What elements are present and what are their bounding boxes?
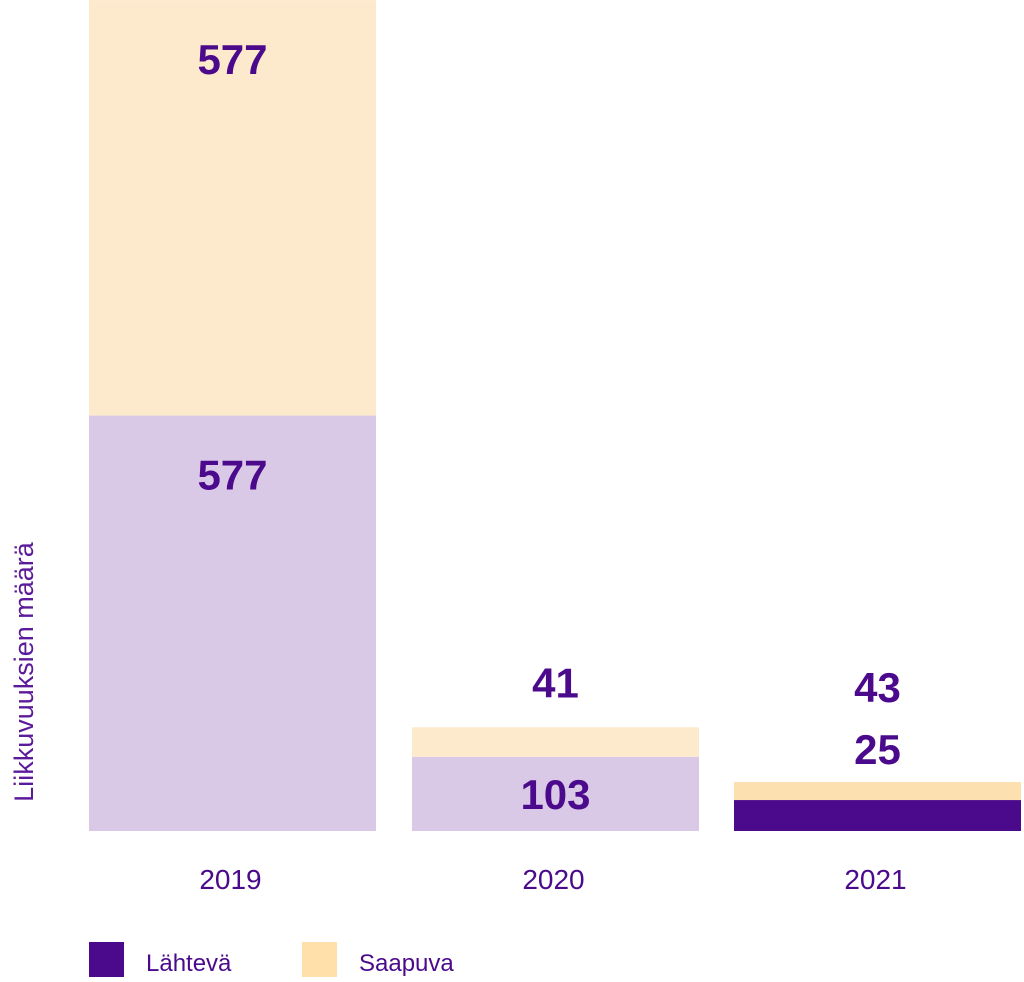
value-label-2019-lahteva: 577	[197, 452, 267, 499]
bar-2021-saapuva	[734, 782, 1021, 801]
bars-layer	[89, 0, 1021, 831]
bar-2020-saapuva	[412, 727, 699, 757]
x-tick-2019: 2019	[199, 864, 261, 895]
legend: Lähtevä Saapuva	[89, 942, 454, 977]
x-tick-2021: 2021	[844, 864, 906, 895]
legend-label-lahteva: Lähtevä	[146, 950, 232, 977]
value-label-2020-lahteva: 103	[520, 771, 590, 818]
bar-2020-lahteva	[412, 756, 699, 831]
legend-swatch-saapuva	[302, 942, 337, 977]
value-label-2021-saapuva: 25	[854, 726, 901, 773]
value-label-2021-lahteva: 43	[854, 664, 901, 711]
x-tick-2020: 2020	[522, 864, 584, 895]
bar-2019-lahteva	[89, 415, 376, 831]
legend-label-saapuva: Saapuva	[359, 950, 454, 977]
x-tick-labels: 2019 2020 2021	[199, 864, 906, 895]
value-labels-layer: 577 577 103 41 43 25	[197, 36, 900, 818]
bar-2021-lahteva	[734, 800, 1021, 831]
y-axis-label: Liikkuvuuksien määrä	[9, 541, 39, 802]
value-label-2020-saapuva: 41	[532, 659, 579, 706]
bar-2019-saapuva	[89, 0, 376, 416]
legend-swatch-lahteva	[89, 942, 124, 977]
value-label-2019-saapuva: 577	[197, 36, 267, 83]
